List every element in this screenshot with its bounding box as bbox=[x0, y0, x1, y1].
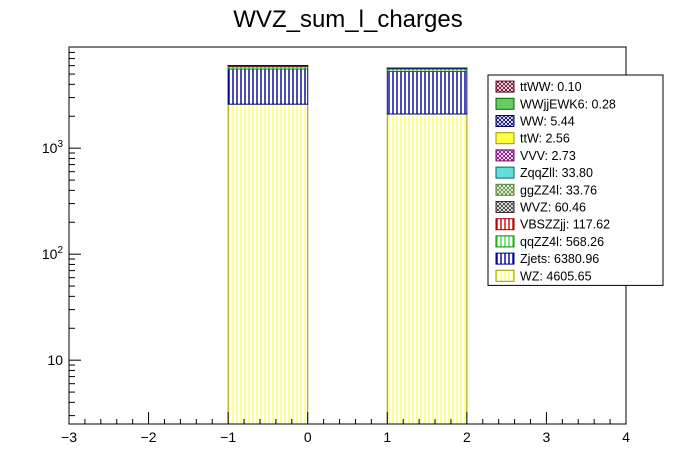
chart-title: WVZ_sum_l_charges bbox=[233, 6, 462, 33]
bar-zjets-bin1 bbox=[227, 68, 309, 105]
legend-swatch-vbszzjj bbox=[495, 218, 515, 231]
bar-zjets-bin2 bbox=[386, 70, 468, 115]
x-tick-label: 4 bbox=[622, 429, 630, 445]
legend-entry-ww: WW: 5.44 bbox=[520, 115, 575, 129]
bar-wz-bin1 bbox=[227, 103, 309, 425]
histogram-bars bbox=[227, 65, 468, 425]
legend-swatch-wvz bbox=[495, 201, 515, 213]
legend-swatch-wz bbox=[495, 269, 515, 282]
legend-swatch-ttww bbox=[495, 80, 515, 93]
legend-entry-zqqzll: ZqqZll: 33.80 bbox=[520, 166, 593, 180]
x-tick-label: −1 bbox=[220, 429, 236, 445]
legend-swatch-zjets bbox=[495, 252, 515, 265]
legend-entry-zjets: Zjets: 6380.96 bbox=[520, 252, 599, 266]
legend-swatch-vvv bbox=[495, 149, 515, 162]
x-tick-label: −3 bbox=[61, 429, 77, 445]
legend-swatch-wwjjewk6 bbox=[495, 97, 515, 110]
x-axis: −3 −2 −1 0 1 2 3 4 bbox=[61, 412, 630, 445]
legend-entry-wz: WZ: 4605.65 bbox=[520, 269, 592, 283]
x-tick-label: 0 bbox=[304, 429, 312, 445]
x-tick-label: 1 bbox=[383, 429, 391, 445]
legend-entry-ttw: ttW: 2.56 bbox=[520, 132, 570, 146]
x-tick-label: 3 bbox=[543, 429, 551, 445]
legend-entry-vbszzjj: VBSZZjj: 117.62 bbox=[520, 218, 610, 232]
y-axis: 10 102 103 bbox=[42, 46, 81, 417]
legend-entry-wwjjewk6: WWjjEWK6: 0.28 bbox=[520, 97, 616, 111]
bar-wz-bin2 bbox=[386, 113, 468, 425]
legend-swatch-ww bbox=[495, 115, 515, 127]
legend-swatch-qqzz4l bbox=[495, 235, 515, 248]
legend: ttWW: 0.10 WWjjEWK6: 0.28 WW: 5.44 ttW: 2.5… bbox=[487, 74, 664, 286]
legend-box bbox=[487, 74, 664, 286]
legend-swatch-ttw bbox=[495, 132, 515, 145]
legend-entry-wvz: WVZ: 60.46 bbox=[520, 201, 586, 215]
y-tick-label: 102 bbox=[42, 245, 64, 262]
legend-entry-ttww: ttWW: 0.10 bbox=[520, 80, 582, 94]
x-tick-label: −2 bbox=[141, 429, 157, 445]
x-tick-label: 2 bbox=[463, 429, 471, 445]
y-tick-label: 103 bbox=[42, 139, 64, 156]
legend-entry-qqzz4l: qqZZ4l: 568.26 bbox=[520, 235, 604, 249]
legend-swatch-ggzz4l bbox=[495, 183, 515, 196]
y-tick-label: 10 bbox=[47, 352, 63, 368]
legend-entry-ggzz4l: ggZZ4l: 33.76 bbox=[520, 183, 597, 197]
legend-entry-vvv: VVV: 2.73 bbox=[520, 149, 576, 163]
legend-swatch-zqqzll bbox=[495, 166, 515, 179]
